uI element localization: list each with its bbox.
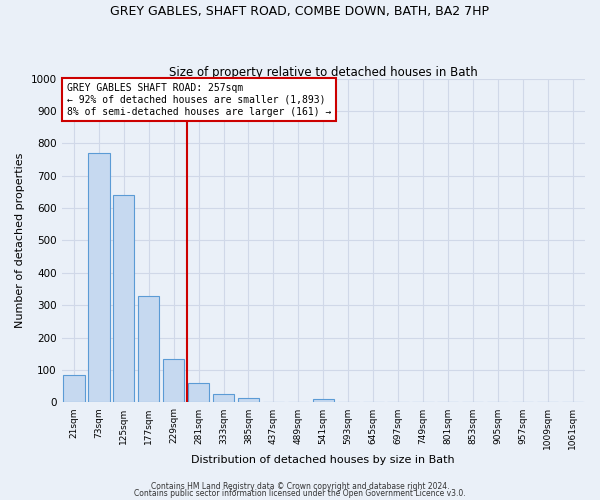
Bar <box>113 195 134 402</box>
Bar <box>213 394 234 402</box>
Bar <box>163 358 184 403</box>
Bar <box>88 153 110 402</box>
Bar <box>238 398 259 402</box>
Bar <box>138 296 160 403</box>
Title: Size of property relative to detached houses in Bath: Size of property relative to detached ho… <box>169 66 478 78</box>
Y-axis label: Number of detached properties: Number of detached properties <box>15 153 25 328</box>
Text: GREY GABLES, SHAFT ROAD, COMBE DOWN, BATH, BA2 7HP: GREY GABLES, SHAFT ROAD, COMBE DOWN, BAT… <box>110 5 490 18</box>
Text: GREY GABLES SHAFT ROAD: 257sqm
← 92% of detached houses are smaller (1,893)
8% o: GREY GABLES SHAFT ROAD: 257sqm ← 92% of … <box>67 84 331 116</box>
Bar <box>313 399 334 402</box>
Text: Contains public sector information licensed under the Open Government Licence v3: Contains public sector information licen… <box>134 490 466 498</box>
Text: Contains HM Land Registry data © Crown copyright and database right 2024.: Contains HM Land Registry data © Crown c… <box>151 482 449 491</box>
Bar <box>188 383 209 402</box>
Bar <box>64 375 85 402</box>
X-axis label: Distribution of detached houses by size in Bath: Distribution of detached houses by size … <box>191 455 455 465</box>
